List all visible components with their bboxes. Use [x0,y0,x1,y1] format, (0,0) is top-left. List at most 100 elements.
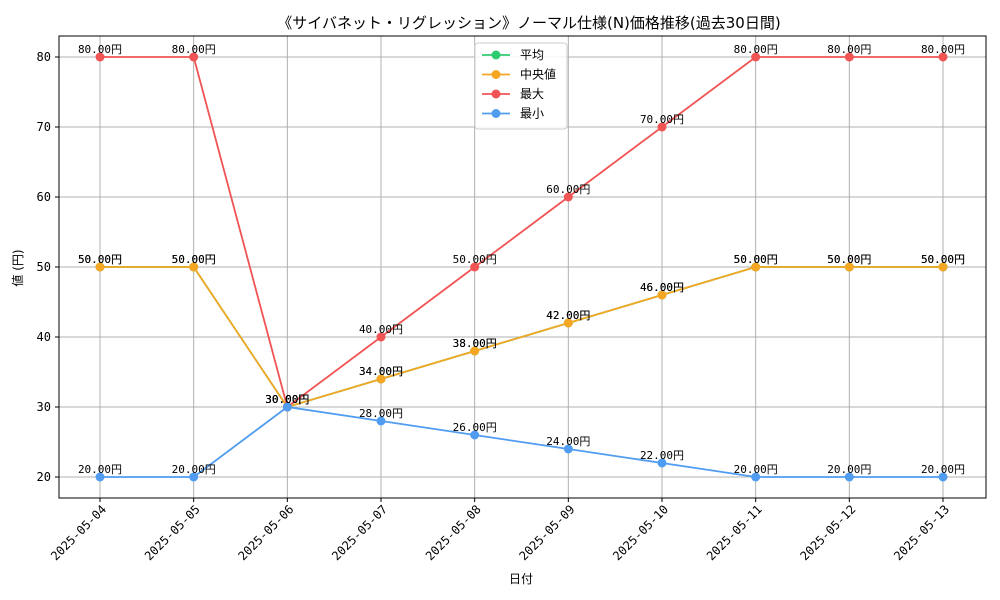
data-point [189,262,199,272]
data-point [938,52,948,62]
data-label: 42.00円 [546,309,590,322]
data-point [470,262,480,272]
data-point [189,52,199,62]
data-label: 80.00円 [734,43,778,56]
data-point [376,416,386,426]
data-label: 50.00円 [172,253,216,266]
data-point [751,472,761,482]
y-tick-label: 20 [37,470,51,484]
data-label: 80.00円 [827,43,871,56]
legend-label: 中央値 [520,67,556,82]
data-label: 80.00円 [172,43,216,56]
x-tick-label: 2025-05-11 [704,502,765,563]
data-point [470,346,480,356]
x-tick-label: 2025-05-06 [235,502,296,563]
data-label: 30.00円 [265,393,309,406]
legend-label: 最小 [520,107,544,121]
data-label: 50.00円 [827,253,871,266]
data-label: 38.00円 [453,337,497,350]
y-tick-label: 60 [37,190,51,204]
legend-marker [491,89,501,99]
x-axis-label: 日付 [509,572,533,586]
data-label: 22.00円 [640,449,684,462]
data-label: 34.00円 [359,365,403,378]
data-point [470,430,480,440]
legend-label: 最大 [520,87,544,101]
data-point [657,290,667,300]
y-axis-label: 値 (円) [10,249,25,286]
data-point [938,262,948,272]
data-label: 38.00円 [453,337,497,350]
data-point [844,472,854,482]
data-label: 50.00円 [453,253,497,266]
data-label: 20.00円 [734,463,778,476]
legend-marker [491,109,501,118]
data-label: 50.00円 [734,253,778,266]
data-label: 40.00円 [359,323,403,336]
series-line [100,266,943,409]
data-label: 26.00円 [453,421,497,434]
data-label: 80.00円 [78,43,122,56]
data-label: 50.00円 [921,253,965,266]
series-line [100,406,943,478]
y-tick-label: 40 [37,330,51,344]
data-label: 42.00円 [546,309,590,322]
data-label: 50.00円 [172,253,216,266]
data-label: 50.00円 [78,253,122,266]
legend-label: 平均 [520,48,544,62]
y-tick-label: 80 [37,50,51,64]
data-label: 20.00円 [78,463,122,476]
data-point [657,458,667,468]
x-tick-label: 2025-05-12 [797,502,858,563]
y-tick-label: 70 [37,120,51,134]
data-label: 50.00円 [78,253,122,266]
data-label: 60.00円 [546,183,590,196]
data-point [282,402,292,412]
data-point [751,52,761,62]
data-point [563,318,573,328]
data-label: 30.00円 [265,393,309,406]
data-label: 80.00円 [921,43,965,56]
x-tick-label: 2025-05-04 [48,502,109,563]
data-point [657,122,667,132]
data-label: 30.00円 [265,393,309,406]
data-point [95,262,105,272]
data-label: 50.00円 [921,253,965,266]
data-label: 50.00円 [734,253,778,266]
data-point [563,192,573,202]
chart-title: 《サイバネット・リグレッション》ノーマル仕様(N)価格推移(過去30日間) [277,14,780,32]
x-tick-label: 2025-05-09 [516,502,577,563]
data-label: 20.00円 [827,463,871,476]
series-line [100,56,943,409]
data-labels: 50.00円 50.00円 30.00円 34.00円 38.00円 42.00円 46.0… [78,43,965,476]
x-tick-label: 2025-05-08 [423,502,484,563]
data-label: 30.00円 [265,393,309,406]
data-label: 24.00円 [546,435,590,448]
data-point [376,332,386,342]
data-point [938,472,948,482]
data-label: 20.00円 [921,463,965,476]
data-label: 34.00円 [359,365,403,378]
x-tick-label: 2025-05-13 [891,502,952,563]
x-tick-label: 2025-05-10 [610,502,671,563]
data-label: 46.00円 [640,281,684,294]
legend-box [474,42,568,130]
data-label: 50.00円 [827,253,871,266]
data-point [751,262,761,272]
data-point [844,262,854,272]
data-point [844,52,854,62]
legend-marker [491,50,501,60]
y-tick-label: 30 [37,400,51,414]
data-point [376,374,386,384]
y-tick-label: 50 [37,260,51,274]
data-point [95,52,105,62]
data-point [95,472,105,482]
data-label: 20.00円 [172,463,216,476]
data-label: 46.00円 [640,281,684,294]
x-tick-label: 2025-05-05 [142,502,203,563]
data-point [563,444,573,454]
data-label: 28.00円 [359,407,403,420]
series-layer [95,52,948,482]
